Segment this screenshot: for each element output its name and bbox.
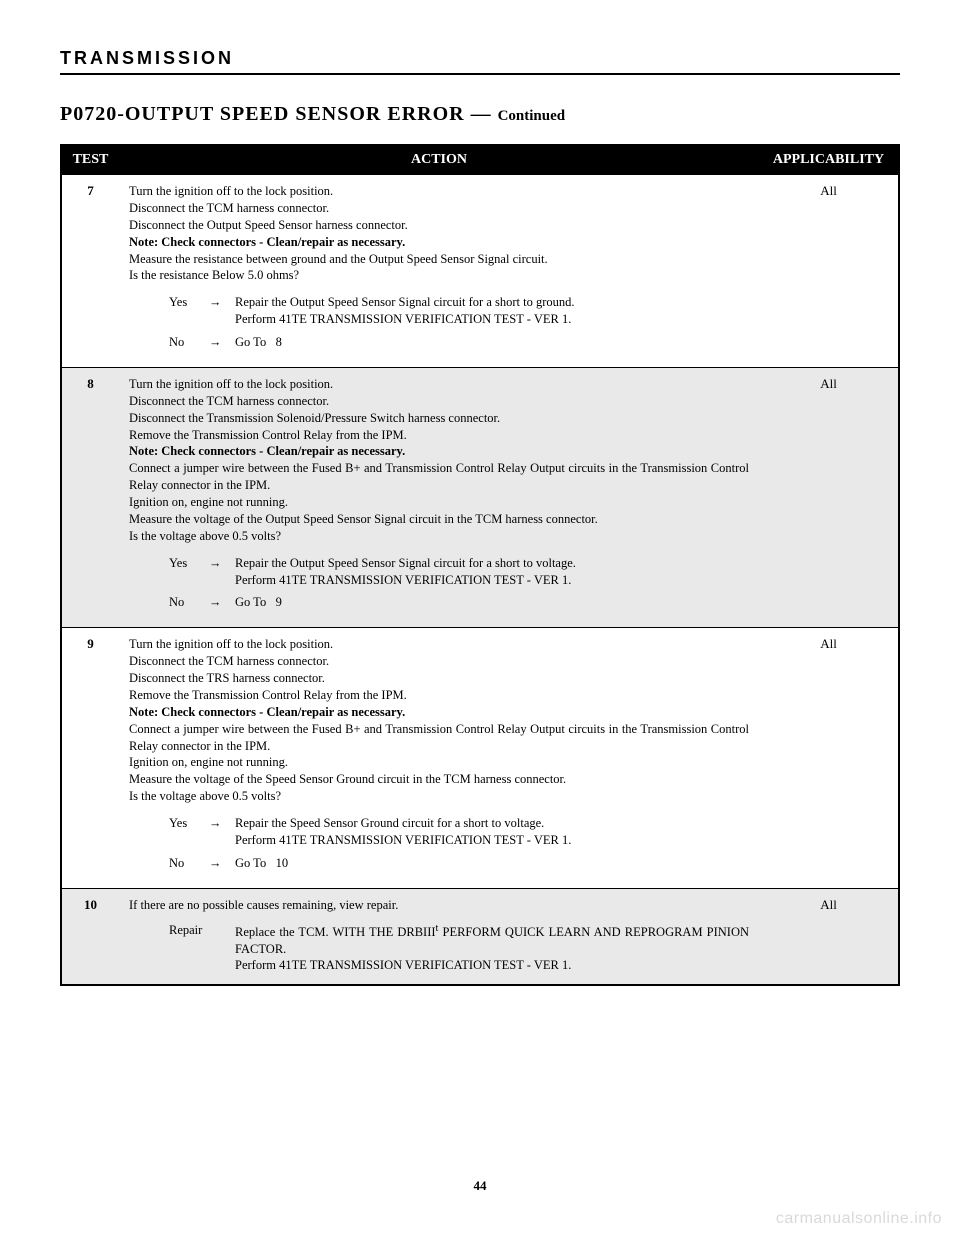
header-rule [60,73,900,75]
applicability-cell: All [759,175,899,368]
yes-label: Yes [169,815,209,832]
test-number: 7 [61,175,119,368]
table-row: 7Turn the ignition off to the lock posit… [61,175,899,368]
table-row: 10If there are no possible causes remain… [61,888,899,985]
no-label: No [169,855,209,872]
no-text: Go To 8 [235,334,749,351]
col-header-test: TEST [61,145,119,175]
action-cell: Turn the ignition off to the lock positi… [119,628,759,888]
applicability-cell: All [759,628,899,888]
col-header-applicability: APPLICABILITY [759,145,899,175]
yes-text: Repair the Speed Sensor Ground circuit f… [235,815,749,849]
watermark: carmanualsonline.info [776,1210,942,1228]
no-label: No [169,594,209,611]
arrow-icon: → [209,594,235,611]
no-text: Go To 10 [235,855,749,872]
test-number: 8 [61,367,119,627]
arrow-icon: → [209,855,235,872]
table-row: 8Turn the ignition off to the lock posit… [61,367,899,627]
title-main: P0720-OUTPUT SPEED SENSOR ERROR — [60,103,492,125]
arrow-icon: → [209,815,235,832]
yes-label: Yes [169,294,209,311]
page-title: P0720-OUTPUT SPEED SENSOR ERROR — Contin… [60,103,900,126]
title-continued: Continued [498,108,566,124]
repair-label: Repair [169,922,235,939]
diagnostic-table: TEST ACTION APPLICABILITY 7Turn the igni… [60,144,900,986]
yes-text: Repair the Output Speed Sensor Signal ci… [235,294,749,328]
yes-text: Repair the Output Speed Sensor Signal ci… [235,555,749,589]
col-header-action: ACTION [119,145,759,175]
no-label: No [169,334,209,351]
page-number: 44 [0,1178,960,1194]
yes-label: Yes [169,555,209,572]
arrow-icon: → [209,334,235,351]
applicability-cell: All [759,367,899,627]
action-cell: If there are no possible causes remainin… [119,888,759,985]
test-number: 9 [61,628,119,888]
test-number: 10 [61,888,119,985]
section-header: TRANSMISSION [60,48,900,69]
no-text: Go To 9 [235,594,749,611]
arrow-icon: → [209,555,235,572]
repair-text: Replace the TCM. WITH THE DRBIIIt PERFOR… [235,922,749,975]
table-row: 9Turn the ignition off to the lock posit… [61,628,899,888]
arrow-icon: → [209,294,235,311]
action-cell: Turn the ignition off to the lock positi… [119,367,759,627]
applicability-cell: All [759,888,899,985]
action-cell: Turn the ignition off to the lock positi… [119,175,759,368]
